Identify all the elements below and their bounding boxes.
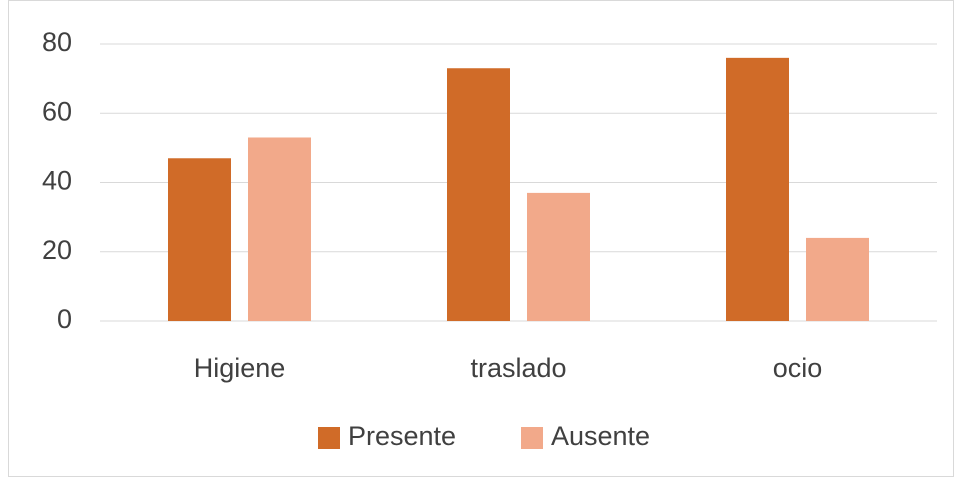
bar <box>168 158 231 321</box>
bar <box>726 57 789 321</box>
y-tick-label: 80 <box>42 27 72 57</box>
legend-label: Presente <box>348 421 456 451</box>
y-tick-label: 60 <box>42 96 72 126</box>
y-tick-label: 0 <box>57 304 72 334</box>
y-tick-label: 20 <box>42 235 72 265</box>
y-tick-label: 40 <box>42 166 72 196</box>
legend-swatch <box>521 427 543 449</box>
x-tick-label: Higiene <box>194 353 286 383</box>
legend-label: Ausente <box>551 421 650 451</box>
x-tick-label: ocio <box>773 353 823 383</box>
legend-swatch <box>318 427 340 449</box>
bar <box>806 237 869 321</box>
bar <box>248 137 311 321</box>
bar <box>527 192 590 321</box>
bar <box>447 68 510 321</box>
x-tick-label: traslado <box>470 353 566 383</box>
